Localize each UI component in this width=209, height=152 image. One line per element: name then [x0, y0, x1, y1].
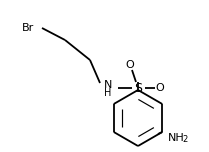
Text: N: N — [104, 80, 112, 90]
Text: 2: 2 — [182, 135, 187, 145]
Text: O: O — [156, 83, 164, 93]
Text: H: H — [104, 88, 112, 98]
Text: Br: Br — [22, 23, 34, 33]
Text: O: O — [126, 60, 134, 70]
Text: S: S — [134, 81, 142, 95]
Text: NH: NH — [168, 133, 185, 143]
